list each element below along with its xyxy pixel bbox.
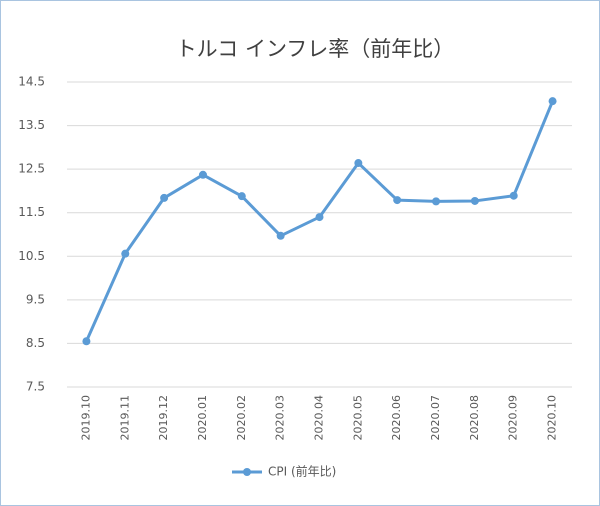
y-tick-label: 11.5: [18, 205, 45, 219]
marker: [354, 159, 363, 168]
marker: [121, 249, 130, 258]
marker: [548, 97, 557, 106]
y-tick-label: 14.5: [18, 75, 45, 89]
y-tick-label: 8.5: [26, 336, 45, 350]
x-tick-label: 2020.07: [429, 395, 442, 441]
marker: [470, 196, 479, 205]
y-tick-label: 10.5: [18, 249, 45, 263]
x-tick-label: 2020.04: [313, 395, 326, 441]
marker: [237, 192, 246, 201]
x-tick-label: 2020.03: [274, 395, 287, 441]
marker: [432, 197, 441, 206]
x-tick-label: 2020.01: [196, 395, 209, 441]
x-tick-label: 2020.08: [468, 395, 481, 441]
marker: [82, 337, 91, 346]
marker: [276, 231, 285, 240]
y-tick-label: 12.5: [18, 162, 45, 176]
marker: [393, 196, 402, 205]
x-tick-label: 2020.06: [390, 395, 403, 441]
x-tick-label: 2020.10: [546, 395, 559, 441]
x-tick-label: 2019.11: [118, 395, 131, 441]
legend-label: CPI (前年比): [268, 464, 336, 479]
marker: [509, 191, 518, 200]
legend-marker: [243, 468, 251, 476]
x-tick-label: 2020.09: [507, 395, 520, 441]
chart-title: トルコ インフレ率（前年比）: [176, 37, 455, 61]
y-tick-label: 9.5: [26, 292, 45, 306]
marker: [160, 193, 169, 202]
y-tick-label: 13.5: [18, 118, 45, 132]
x-tick-label: 2020.05: [351, 395, 364, 441]
x-tick-label: 2019.10: [79, 395, 92, 441]
y-tick-label: 7.5: [26, 380, 45, 394]
marker: [198, 170, 207, 179]
marker: [315, 213, 324, 222]
x-tick-label: 2019.12: [157, 395, 170, 441]
x-tick-label: 2020.02: [235, 395, 248, 441]
